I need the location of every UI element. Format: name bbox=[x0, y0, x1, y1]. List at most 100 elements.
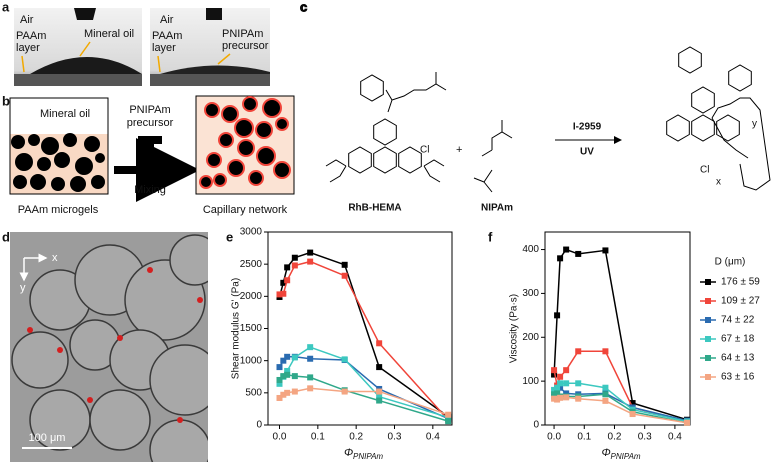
marker bbox=[551, 395, 558, 402]
marker bbox=[284, 367, 291, 374]
plot-frame bbox=[544, 231, 691, 426]
cell bbox=[11, 331, 69, 389]
marker bbox=[280, 290, 287, 297]
microgel bbox=[41, 137, 59, 155]
marker bbox=[284, 353, 291, 360]
series-line bbox=[553, 248, 688, 421]
x-tick-label: 0.2 bbox=[349, 432, 363, 443]
panel-label: c bbox=[300, 0, 307, 14]
marker bbox=[554, 384, 561, 391]
microgel bbox=[15, 153, 33, 171]
label: I-2959 bbox=[573, 122, 602, 133]
x-axis-label-subscript: PNIPAm bbox=[353, 452, 383, 461]
microgel bbox=[248, 170, 264, 186]
marker bbox=[602, 247, 609, 254]
marker bbox=[557, 384, 564, 391]
x-tick-label: 0.0 bbox=[273, 432, 287, 443]
legend-swatch bbox=[705, 355, 711, 361]
x-tick-label: 0.3 bbox=[388, 432, 402, 443]
marker bbox=[629, 411, 636, 418]
legend-label: 67 ± 18 bbox=[721, 334, 755, 345]
legend-label: 64 ± 13 bbox=[721, 353, 755, 364]
y-tick-label: 500 bbox=[245, 387, 262, 398]
label: NIPAm bbox=[481, 203, 513, 214]
marker bbox=[276, 364, 283, 371]
marker bbox=[602, 397, 609, 404]
legend-swatch bbox=[705, 279, 711, 285]
marker bbox=[575, 250, 582, 257]
marker bbox=[307, 344, 314, 351]
legend-swatch bbox=[705, 298, 711, 304]
marker bbox=[575, 380, 582, 387]
marker bbox=[276, 291, 283, 298]
label: Mineral oil bbox=[84, 28, 134, 40]
marker bbox=[291, 388, 298, 395]
panel-label: d bbox=[2, 229, 10, 244]
label: x bbox=[716, 177, 721, 188]
y-tick-label: 1000 bbox=[240, 355, 263, 366]
marker bbox=[280, 279, 287, 286]
marker bbox=[554, 312, 561, 319]
microgel bbox=[13, 175, 27, 189]
x-tick-label: 0.4 bbox=[426, 432, 440, 443]
x-tick-label: 0.3 bbox=[638, 432, 652, 443]
y-tick-label: 0 bbox=[533, 420, 539, 431]
ring bbox=[691, 86, 715, 114]
microgel bbox=[28, 134, 40, 146]
fluorescence bbox=[27, 327, 33, 333]
x-tick-label: 0.1 bbox=[311, 432, 325, 443]
microgel bbox=[227, 159, 245, 177]
x-axis-label-subscript: PNIPAm bbox=[611, 452, 641, 461]
microgel bbox=[218, 132, 234, 148]
fluorescence bbox=[87, 397, 93, 403]
microgel bbox=[95, 153, 105, 163]
marker bbox=[557, 394, 564, 401]
label: Mineral oil bbox=[40, 108, 90, 120]
fluorescence bbox=[147, 267, 153, 273]
legend-swatch bbox=[705, 336, 711, 342]
label: layer bbox=[16, 42, 40, 54]
legend-label: 176 ± 59 bbox=[721, 277, 760, 288]
bonds bbox=[473, 120, 513, 193]
microgel bbox=[204, 102, 220, 118]
legend-label: 109 ± 27 bbox=[721, 296, 760, 307]
marker bbox=[376, 397, 383, 404]
marker bbox=[575, 395, 582, 402]
marker bbox=[602, 384, 609, 391]
label: precursor bbox=[127, 117, 174, 129]
marker bbox=[284, 371, 291, 378]
marker bbox=[341, 261, 348, 268]
marker bbox=[307, 374, 314, 381]
x-tick-label: 0.0 bbox=[547, 432, 561, 443]
legend-label: 63 ± 16 bbox=[721, 372, 755, 383]
x-tick-label: 0.2 bbox=[608, 432, 622, 443]
x-tick-label: 0.4 bbox=[668, 432, 682, 443]
marker bbox=[557, 255, 564, 262]
marker bbox=[280, 373, 287, 380]
microgel bbox=[51, 177, 65, 191]
bonds bbox=[711, 97, 771, 191]
ring bbox=[373, 146, 397, 174]
marker bbox=[307, 258, 314, 265]
marker bbox=[284, 264, 291, 271]
marker bbox=[291, 373, 298, 380]
y-tick-label: 400 bbox=[522, 244, 539, 255]
marker bbox=[575, 348, 582, 355]
needle bbox=[74, 8, 96, 20]
microgel bbox=[63, 133, 77, 147]
label: Air bbox=[160, 14, 174, 26]
label: y bbox=[752, 119, 757, 130]
marker bbox=[376, 340, 383, 347]
marker bbox=[557, 380, 564, 387]
label: x bbox=[52, 252, 58, 264]
microgel bbox=[84, 136, 100, 152]
legend-swatch bbox=[705, 374, 711, 380]
marker bbox=[563, 246, 570, 253]
label: UV bbox=[580, 147, 594, 158]
ring bbox=[728, 64, 752, 92]
marker bbox=[551, 386, 558, 393]
x-axis-label: Φ bbox=[602, 447, 611, 459]
microgel bbox=[11, 135, 25, 149]
legend-label: 74 ± 22 bbox=[721, 315, 755, 326]
